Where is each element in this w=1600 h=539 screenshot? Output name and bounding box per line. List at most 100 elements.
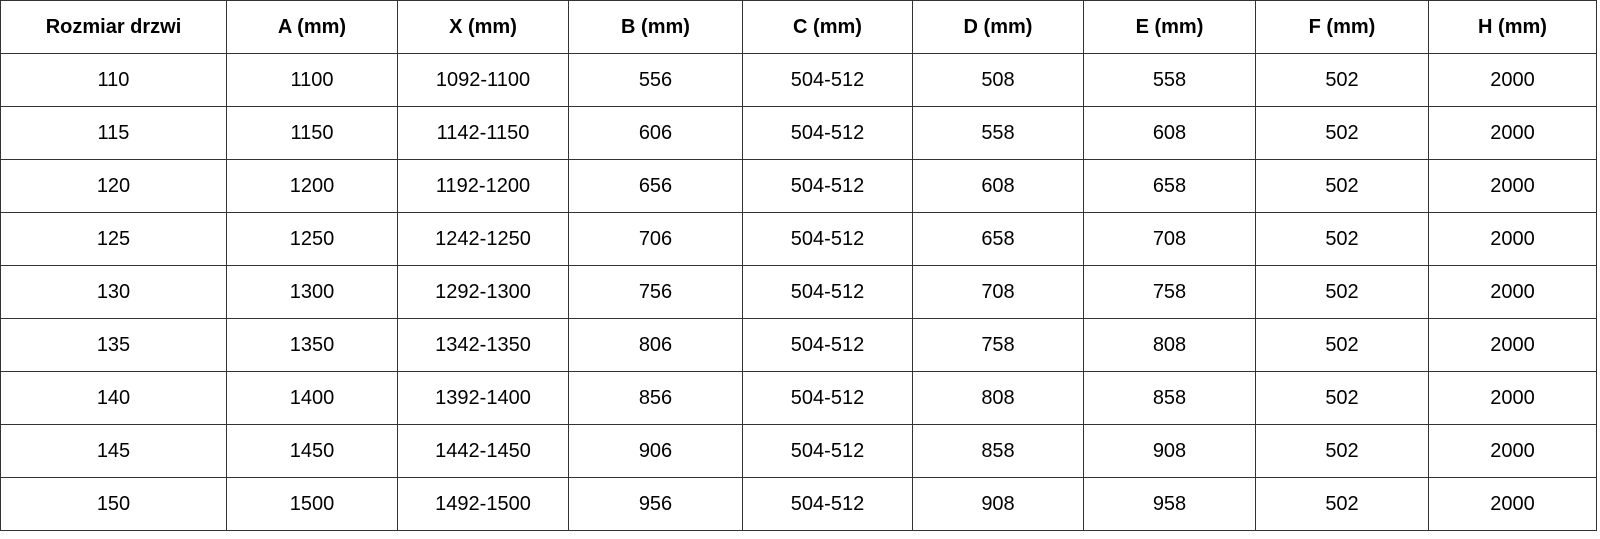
table-row: 125 1250 1242-1250 706 504-512 658 708 502 2000 bbox=[0, 212, 1597, 266]
table-cell: 1292-1300 bbox=[397, 265, 569, 319]
table-cell: 906 bbox=[568, 424, 743, 478]
table-cell: 130 bbox=[0, 265, 227, 319]
table-cell: 558 bbox=[912, 106, 1084, 160]
column-header: Rozmiar drzwi bbox=[0, 0, 227, 54]
table-row: 120 1200 1192-1200 656 504-512 608 658 502 2000 bbox=[0, 159, 1597, 213]
table-cell: 1242-1250 bbox=[397, 212, 569, 266]
column-header: E (mm) bbox=[1083, 0, 1256, 54]
table-cell: 504-512 bbox=[742, 424, 913, 478]
table-cell: 2000 bbox=[1428, 424, 1597, 478]
table-cell: 808 bbox=[912, 371, 1084, 425]
table-cell: 1250 bbox=[226, 212, 398, 266]
table-cell: 1142-1150 bbox=[397, 106, 569, 160]
table-cell: 1192-1200 bbox=[397, 159, 569, 213]
table-cell: 958 bbox=[1083, 477, 1256, 531]
table-cell: 1342-1350 bbox=[397, 318, 569, 372]
table-cell: 145 bbox=[0, 424, 227, 478]
table-row: 115 1150 1142-1150 606 504-512 558 608 502 2000 bbox=[0, 106, 1597, 160]
table-cell: 758 bbox=[912, 318, 1084, 372]
table-cell: 1200 bbox=[226, 159, 398, 213]
table-cell: 504-512 bbox=[742, 106, 913, 160]
table-cell: 908 bbox=[1083, 424, 1256, 478]
table-cell: 504-512 bbox=[742, 477, 913, 531]
table-cell: 858 bbox=[1083, 371, 1256, 425]
column-header: H (mm) bbox=[1428, 0, 1597, 54]
table-cell: 1100 bbox=[226, 53, 398, 107]
table-cell: 115 bbox=[0, 106, 227, 160]
table-cell: 504-512 bbox=[742, 212, 913, 266]
table-cell: 140 bbox=[0, 371, 227, 425]
table-cell: 502 bbox=[1255, 212, 1429, 266]
column-header: X (mm) bbox=[397, 0, 569, 54]
table-cell: 502 bbox=[1255, 371, 1429, 425]
table-cell: 908 bbox=[912, 477, 1084, 531]
table-row: 150 1500 1492-1500 956 504-512 908 958 502 2000 bbox=[0, 477, 1597, 531]
table-cell: 504-512 bbox=[742, 265, 913, 319]
table-cell: 758 bbox=[1083, 265, 1256, 319]
table-cell: 150 bbox=[0, 477, 227, 531]
table-cell: 504-512 bbox=[742, 53, 913, 107]
table-cell: 504-512 bbox=[742, 159, 913, 213]
table-cell: 556 bbox=[568, 53, 743, 107]
table-cell: 808 bbox=[1083, 318, 1256, 372]
table-cell: 756 bbox=[568, 265, 743, 319]
table-cell: 658 bbox=[912, 212, 1084, 266]
table-cell: 706 bbox=[568, 212, 743, 266]
table-cell: 856 bbox=[568, 371, 743, 425]
table-cell: 502 bbox=[1255, 106, 1429, 160]
table-cell: 2000 bbox=[1428, 159, 1597, 213]
table-cell: 502 bbox=[1255, 477, 1429, 531]
column-header: A (mm) bbox=[226, 0, 398, 54]
table-cell: 502 bbox=[1255, 159, 1429, 213]
table-cell: 1300 bbox=[226, 265, 398, 319]
table-row: 145 1450 1442-1450 906 504-512 858 908 502 2000 bbox=[0, 424, 1597, 478]
table-cell: 502 bbox=[1255, 424, 1429, 478]
table-row: 110 1100 1092-1100 556 504-512 508 558 502 2000 bbox=[0, 53, 1597, 107]
table-cell: 858 bbox=[912, 424, 1084, 478]
table-row: 140 1400 1392-1400 856 504-512 808 858 502 2000 bbox=[0, 371, 1597, 425]
table-cell: 956 bbox=[568, 477, 743, 531]
table-cell: 1492-1500 bbox=[397, 477, 569, 531]
table-cell: 502 bbox=[1255, 318, 1429, 372]
table-cell: 1500 bbox=[226, 477, 398, 531]
table-cell: 2000 bbox=[1428, 53, 1597, 107]
table-cell: 606 bbox=[568, 106, 743, 160]
column-header: F (mm) bbox=[1255, 0, 1429, 54]
table-cell: 508 bbox=[912, 53, 1084, 107]
column-header: B (mm) bbox=[568, 0, 743, 54]
table-cell: 558 bbox=[1083, 53, 1256, 107]
table-cell: 656 bbox=[568, 159, 743, 213]
table-cell: 125 bbox=[0, 212, 227, 266]
table-cell: 135 bbox=[0, 318, 227, 372]
table-row: 130 1300 1292-1300 756 504-512 708 758 502 2000 bbox=[0, 265, 1597, 319]
table-cell: 2000 bbox=[1428, 318, 1597, 372]
table-cell: 502 bbox=[1255, 265, 1429, 319]
table-cell: 806 bbox=[568, 318, 743, 372]
table-cell: 2000 bbox=[1428, 265, 1597, 319]
table-cell: 708 bbox=[912, 265, 1084, 319]
table-cell: 708 bbox=[1083, 212, 1256, 266]
table-cell: 1400 bbox=[226, 371, 398, 425]
table-cell: 2000 bbox=[1428, 212, 1597, 266]
table-cell: 120 bbox=[0, 159, 227, 213]
table-cell: 2000 bbox=[1428, 477, 1597, 531]
table-row: 135 1350 1342-1350 806 504-512 758 808 502 2000 bbox=[0, 318, 1597, 372]
table-cell: 110 bbox=[0, 53, 227, 107]
table-cell: 658 bbox=[1083, 159, 1256, 213]
column-header: C (mm) bbox=[742, 0, 913, 54]
table-cell: 608 bbox=[1083, 106, 1256, 160]
table-cell: 504-512 bbox=[742, 318, 913, 372]
table-cell: 608 bbox=[912, 159, 1084, 213]
table-cell: 1350 bbox=[226, 318, 398, 372]
table-cell: 1392-1400 bbox=[397, 371, 569, 425]
table-cell: 1092-1100 bbox=[397, 53, 569, 107]
table-cell: 502 bbox=[1255, 53, 1429, 107]
table-cell: 1442-1450 bbox=[397, 424, 569, 478]
table-cell: 1450 bbox=[226, 424, 398, 478]
column-header: D (mm) bbox=[912, 0, 1084, 54]
header-row: Rozmiar drzwi A (mm) X (mm) B (mm) C (mm) D (… bbox=[0, 0, 1597, 54]
table-cell: 2000 bbox=[1428, 106, 1597, 160]
table-cell: 1150 bbox=[226, 106, 398, 160]
table-cell: 504-512 bbox=[742, 371, 913, 425]
